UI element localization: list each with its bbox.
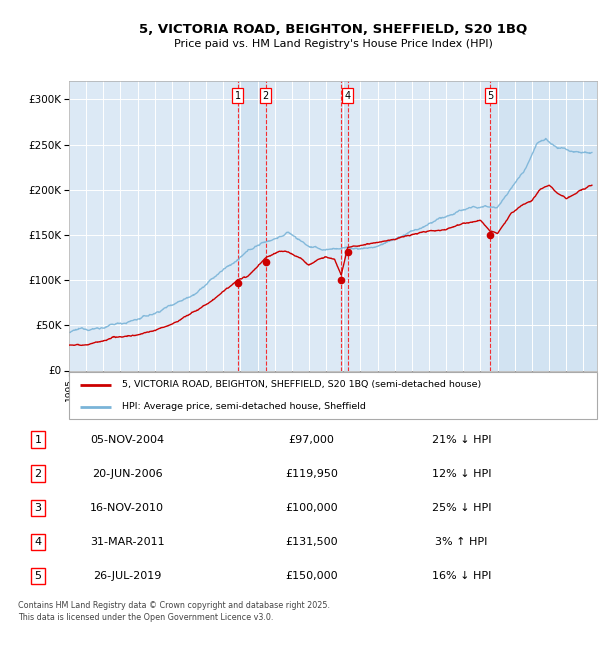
Text: 16-NOV-2010: 16-NOV-2010 bbox=[90, 502, 164, 513]
Text: Contains HM Land Registry data © Crown copyright and database right 2025.
This d: Contains HM Land Registry data © Crown c… bbox=[18, 601, 330, 622]
Text: 3% ↑ HPI: 3% ↑ HPI bbox=[435, 537, 487, 547]
Text: 16% ↓ HPI: 16% ↓ HPI bbox=[431, 571, 491, 580]
FancyBboxPatch shape bbox=[69, 372, 597, 419]
Text: 05-NOV-2004: 05-NOV-2004 bbox=[90, 435, 164, 445]
Text: 25% ↓ HPI: 25% ↓ HPI bbox=[431, 502, 491, 513]
Text: 4: 4 bbox=[34, 537, 41, 547]
Text: 3: 3 bbox=[34, 502, 41, 513]
Text: 26-JUL-2019: 26-JUL-2019 bbox=[93, 571, 161, 580]
Text: 5: 5 bbox=[487, 91, 493, 101]
Text: £131,500: £131,500 bbox=[285, 537, 338, 547]
Text: £150,000: £150,000 bbox=[285, 571, 338, 580]
Bar bbox=[238, 81, 266, 370]
Text: HPI: Average price, semi-detached house, Sheffield: HPI: Average price, semi-detached house,… bbox=[122, 402, 365, 411]
Text: £119,950: £119,950 bbox=[285, 469, 338, 478]
Text: 5, VICTORIA ROAD, BEIGHTON, SHEFFIELD, S20 1BQ: 5, VICTORIA ROAD, BEIGHTON, SHEFFIELD, S… bbox=[139, 23, 527, 36]
Text: 21% ↓ HPI: 21% ↓ HPI bbox=[431, 435, 491, 445]
Text: 1: 1 bbox=[235, 91, 241, 101]
Text: 20-JUN-2006: 20-JUN-2006 bbox=[92, 469, 163, 478]
Text: 1: 1 bbox=[34, 435, 41, 445]
Text: 2: 2 bbox=[34, 469, 41, 478]
Text: 5: 5 bbox=[34, 571, 41, 580]
Bar bbox=[490, 81, 597, 370]
Text: £97,000: £97,000 bbox=[289, 435, 334, 445]
Text: Price paid vs. HM Land Registry's House Price Index (HPI): Price paid vs. HM Land Registry's House … bbox=[173, 39, 493, 49]
Text: £100,000: £100,000 bbox=[285, 502, 338, 513]
Text: 12% ↓ HPI: 12% ↓ HPI bbox=[431, 469, 491, 478]
Text: 31-MAR-2011: 31-MAR-2011 bbox=[90, 537, 164, 547]
Bar bbox=[341, 81, 347, 370]
Text: 4: 4 bbox=[344, 91, 350, 101]
Text: 2: 2 bbox=[263, 91, 269, 101]
Text: 5, VICTORIA ROAD, BEIGHTON, SHEFFIELD, S20 1BQ (semi-detached house): 5, VICTORIA ROAD, BEIGHTON, SHEFFIELD, S… bbox=[122, 380, 481, 389]
